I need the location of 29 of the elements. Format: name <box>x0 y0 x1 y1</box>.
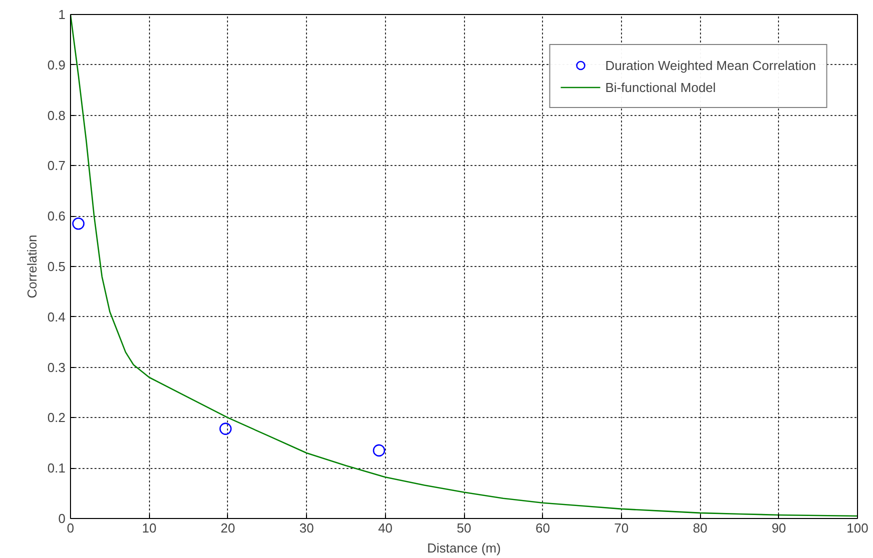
x-tick-label: 20 <box>220 520 236 536</box>
y-tick-label: 0.1 <box>47 460 66 476</box>
x-tick-label: 10 <box>142 520 156 536</box>
y-tick-label: 0.5 <box>47 259 66 274</box>
y-tick-label: 0 <box>58 511 66 526</box>
x-tick-label: 40 <box>378 520 393 536</box>
x-tick-label: 30 <box>299 520 314 536</box>
y-tick-label: 0.8 <box>47 108 66 123</box>
y-tick-label: 0.4 <box>47 309 66 324</box>
legend-label: Bi-functional Model <box>605 80 716 94</box>
y-tick-label: 0.7 <box>47 158 66 174</box>
y-tick-label: 0.2 <box>47 410 66 426</box>
x-tick-label: 50 <box>456 520 472 536</box>
x-tick-label: 60 <box>535 520 550 536</box>
y-tick-label: 0.3 <box>47 360 66 375</box>
point <box>72 218 85 230</box>
x-tick-label: 70 <box>614 520 629 536</box>
x-tick-label: 80 <box>692 520 708 536</box>
y-tick-label: 1 <box>58 7 66 22</box>
point <box>219 422 232 435</box>
y-tick-label: 0.6 <box>47 208 66 224</box>
x-tick-label: 90 <box>772 520 786 536</box>
line-series <box>70 14 858 517</box>
x-axis-title: Distance (m) <box>427 540 501 556</box>
legend-label: Duration Weighted Mean Correlation <box>605 58 816 72</box>
y-tick-label: 0.9 <box>47 57 66 72</box>
x-tick-label: 100 <box>846 520 868 536</box>
point <box>372 444 386 457</box>
y-axis-title: Correlation <box>24 234 40 298</box>
